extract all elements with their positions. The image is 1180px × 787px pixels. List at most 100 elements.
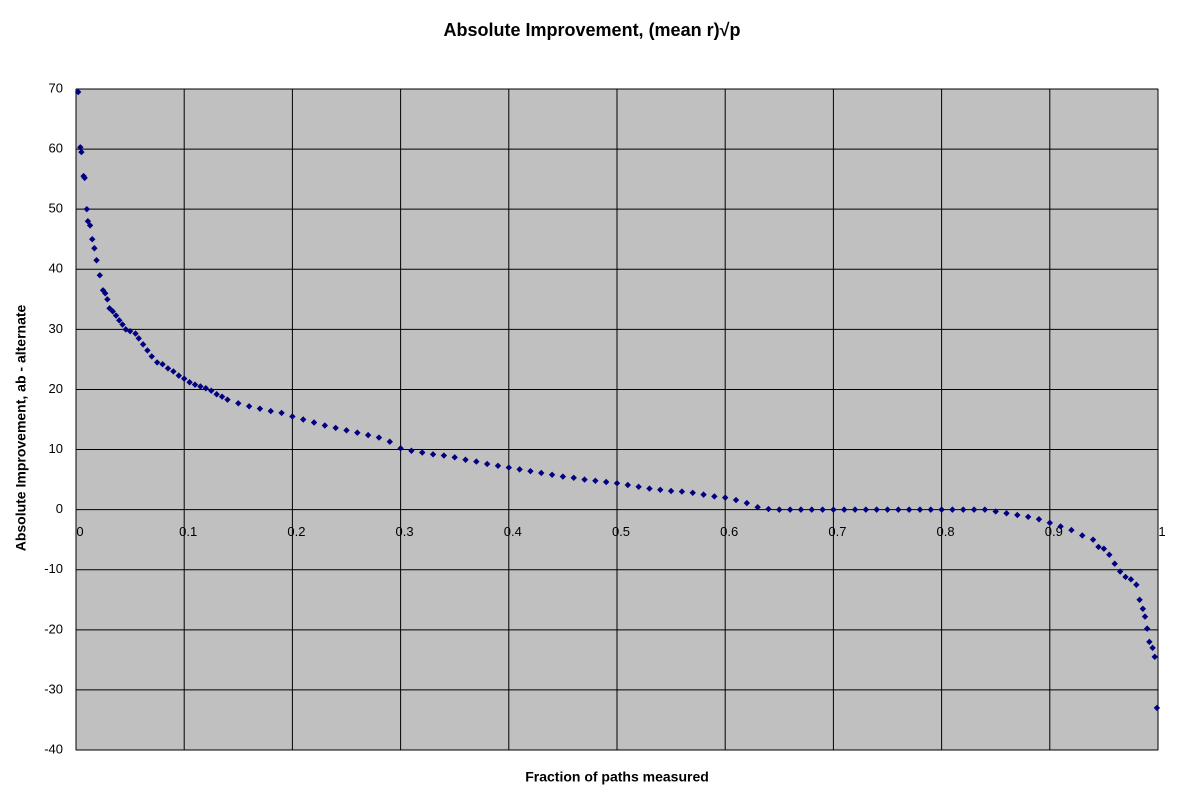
data-point <box>213 391 220 398</box>
y-tick-label: -20 <box>44 621 63 636</box>
data-point <box>202 385 210 392</box>
data-point <box>343 427 350 434</box>
data-point <box>797 506 805 513</box>
data-point <box>970 506 978 513</box>
data-point <box>516 466 523 473</box>
data-point <box>559 473 567 480</box>
data-point <box>1146 638 1153 646</box>
data-point <box>109 308 116 315</box>
y-tick-label: 20 <box>49 381 63 396</box>
data-point <box>119 321 126 328</box>
data-point <box>245 403 253 410</box>
x-axis-title: Fraction of paths measured <box>525 769 709 785</box>
data-point <box>1153 704 1161 712</box>
data-point <box>112 312 120 319</box>
data-point <box>86 222 94 229</box>
data-point <box>164 365 172 372</box>
data-point <box>81 174 88 182</box>
data-point <box>689 489 696 497</box>
y-tick-label: -40 <box>44 741 63 756</box>
data-point <box>1143 625 1151 632</box>
data-point <box>1106 551 1113 558</box>
data-point <box>451 454 458 461</box>
x-tick-label: 0.7 <box>828 524 846 539</box>
data-point <box>592 477 599 484</box>
data-point <box>548 471 556 478</box>
data-point <box>1116 568 1124 575</box>
data-point <box>1100 545 1108 552</box>
data-point <box>77 144 84 151</box>
data-point <box>116 317 123 324</box>
data-point <box>170 368 177 375</box>
x-tick-label: 1 <box>1158 524 1165 539</box>
data-point <box>89 236 96 243</box>
data-point <box>235 400 242 407</box>
data-point <box>153 359 161 366</box>
data-point <box>1122 573 1129 581</box>
data-point <box>538 469 545 477</box>
data-point <box>635 483 642 491</box>
data-point <box>473 458 480 465</box>
y-tick-label: -30 <box>44 681 63 696</box>
data-point <box>440 452 448 459</box>
data-point <box>1079 532 1086 539</box>
data-point <box>102 290 109 297</box>
data-point <box>678 488 686 495</box>
data-point <box>667 487 675 495</box>
data-point <box>321 422 329 429</box>
data-point <box>332 424 339 432</box>
data-point <box>267 407 274 415</box>
data-point <box>581 476 588 483</box>
data-point <box>949 506 956 513</box>
data-point <box>132 330 139 337</box>
data-point <box>602 478 610 486</box>
data-point <box>83 205 91 213</box>
data-point <box>289 413 296 420</box>
data-point <box>181 375 188 382</box>
data-point <box>397 445 404 452</box>
data-point <box>483 460 491 468</box>
data-point <box>191 381 199 388</box>
data-point <box>905 506 913 513</box>
x-tick-label: 0.2 <box>287 524 305 539</box>
y-axis-title: Absolute Improvement, ab - alternate <box>13 304 29 551</box>
data-point <box>104 296 111 303</box>
data-point <box>992 508 999 515</box>
data-point <box>364 431 372 439</box>
data-point <box>159 361 166 368</box>
x-tick-label: 0.8 <box>937 524 955 539</box>
data-point <box>494 462 502 469</box>
y-tick-label: 40 <box>49 261 63 276</box>
data-point <box>624 481 632 489</box>
data-point <box>148 353 155 360</box>
data-point <box>927 506 934 513</box>
data-point <box>981 506 989 513</box>
data-point <box>776 506 783 513</box>
data-point <box>135 335 142 342</box>
data-point <box>765 505 772 513</box>
data-point <box>722 494 729 501</box>
y-tick-label: 70 <box>49 80 63 95</box>
x-tick-label: 0.5 <box>612 524 630 539</box>
x-tick-label: 0.6 <box>720 524 738 539</box>
data-point <box>1046 519 1053 527</box>
data-point <box>186 379 193 386</box>
y-tick-label: 50 <box>49 201 63 216</box>
data-point <box>74 88 82 96</box>
data-point <box>841 506 848 513</box>
data-point <box>175 372 182 379</box>
data-point <box>1068 526 1075 534</box>
x-tick-label: 0.3 <box>396 524 414 539</box>
data-point <box>613 479 621 487</box>
data-point <box>646 485 653 492</box>
data-point <box>354 429 361 436</box>
data-point <box>873 506 880 513</box>
data-point <box>851 506 859 513</box>
data-point <box>224 396 231 403</box>
data-point <box>300 416 307 423</box>
data-point <box>830 506 837 513</box>
y-tick-label: 60 <box>49 141 63 156</box>
data-point <box>884 506 891 513</box>
data-point <box>1139 605 1147 612</box>
data-point <box>754 504 761 511</box>
